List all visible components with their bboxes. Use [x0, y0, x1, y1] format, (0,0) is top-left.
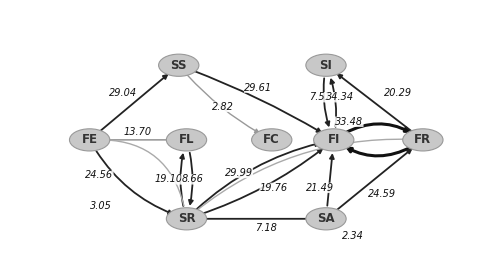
Text: 8.66: 8.66 [182, 174, 203, 184]
FancyArrowPatch shape [200, 217, 311, 221]
FancyArrowPatch shape [330, 79, 336, 127]
Text: 34.34: 34.34 [326, 92, 353, 102]
FancyArrowPatch shape [324, 78, 330, 125]
Text: 33.48: 33.48 [335, 117, 364, 127]
FancyArrowPatch shape [191, 70, 320, 132]
Text: FL: FL [179, 134, 194, 146]
Text: SA: SA [317, 212, 335, 225]
Text: SI: SI [320, 59, 332, 72]
Text: 24.59: 24.59 [368, 189, 396, 199]
Text: 7.51: 7.51 [309, 92, 331, 102]
Text: SS: SS [170, 59, 187, 72]
Text: 7.18: 7.18 [255, 223, 277, 234]
Circle shape [402, 129, 443, 151]
Text: FI: FI [328, 134, 340, 146]
Text: 2.34: 2.34 [342, 231, 364, 241]
Text: 29.04: 29.04 [108, 88, 136, 98]
Circle shape [166, 208, 206, 230]
Circle shape [158, 54, 199, 76]
Text: FR: FR [414, 134, 432, 146]
FancyArrowPatch shape [345, 124, 408, 133]
FancyArrowPatch shape [180, 155, 184, 206]
Text: 29.99: 29.99 [225, 168, 253, 178]
FancyArrowPatch shape [348, 147, 412, 156]
FancyArrowPatch shape [188, 75, 259, 133]
FancyArrowPatch shape [338, 75, 412, 132]
Text: SR: SR [178, 212, 196, 225]
FancyArrowPatch shape [103, 138, 172, 142]
Circle shape [70, 129, 110, 151]
Text: 20.29: 20.29 [384, 88, 412, 98]
Text: 2.82: 2.82 [212, 102, 234, 112]
FancyArrowPatch shape [96, 151, 172, 214]
FancyArrowPatch shape [199, 149, 322, 215]
Text: FC: FC [264, 134, 280, 146]
Text: 19.10: 19.10 [155, 174, 183, 184]
Text: FE: FE [82, 134, 98, 146]
Text: 24.56: 24.56 [85, 170, 114, 180]
FancyArrowPatch shape [328, 155, 334, 206]
FancyArrowPatch shape [196, 137, 408, 211]
Text: 21.49: 21.49 [306, 183, 334, 193]
FancyArrowPatch shape [104, 138, 184, 206]
Circle shape [166, 129, 206, 151]
Text: 19.76: 19.76 [260, 183, 288, 193]
FancyArrowPatch shape [196, 142, 319, 210]
FancyArrowPatch shape [189, 153, 193, 204]
Circle shape [252, 129, 292, 151]
Text: 3.05: 3.05 [90, 201, 112, 211]
Circle shape [306, 208, 346, 230]
FancyArrowPatch shape [100, 75, 167, 131]
Text: 13.70: 13.70 [124, 127, 152, 137]
Text: 29.61: 29.61 [244, 83, 272, 93]
FancyArrowPatch shape [336, 150, 411, 211]
Circle shape [314, 129, 354, 151]
Circle shape [306, 54, 346, 76]
